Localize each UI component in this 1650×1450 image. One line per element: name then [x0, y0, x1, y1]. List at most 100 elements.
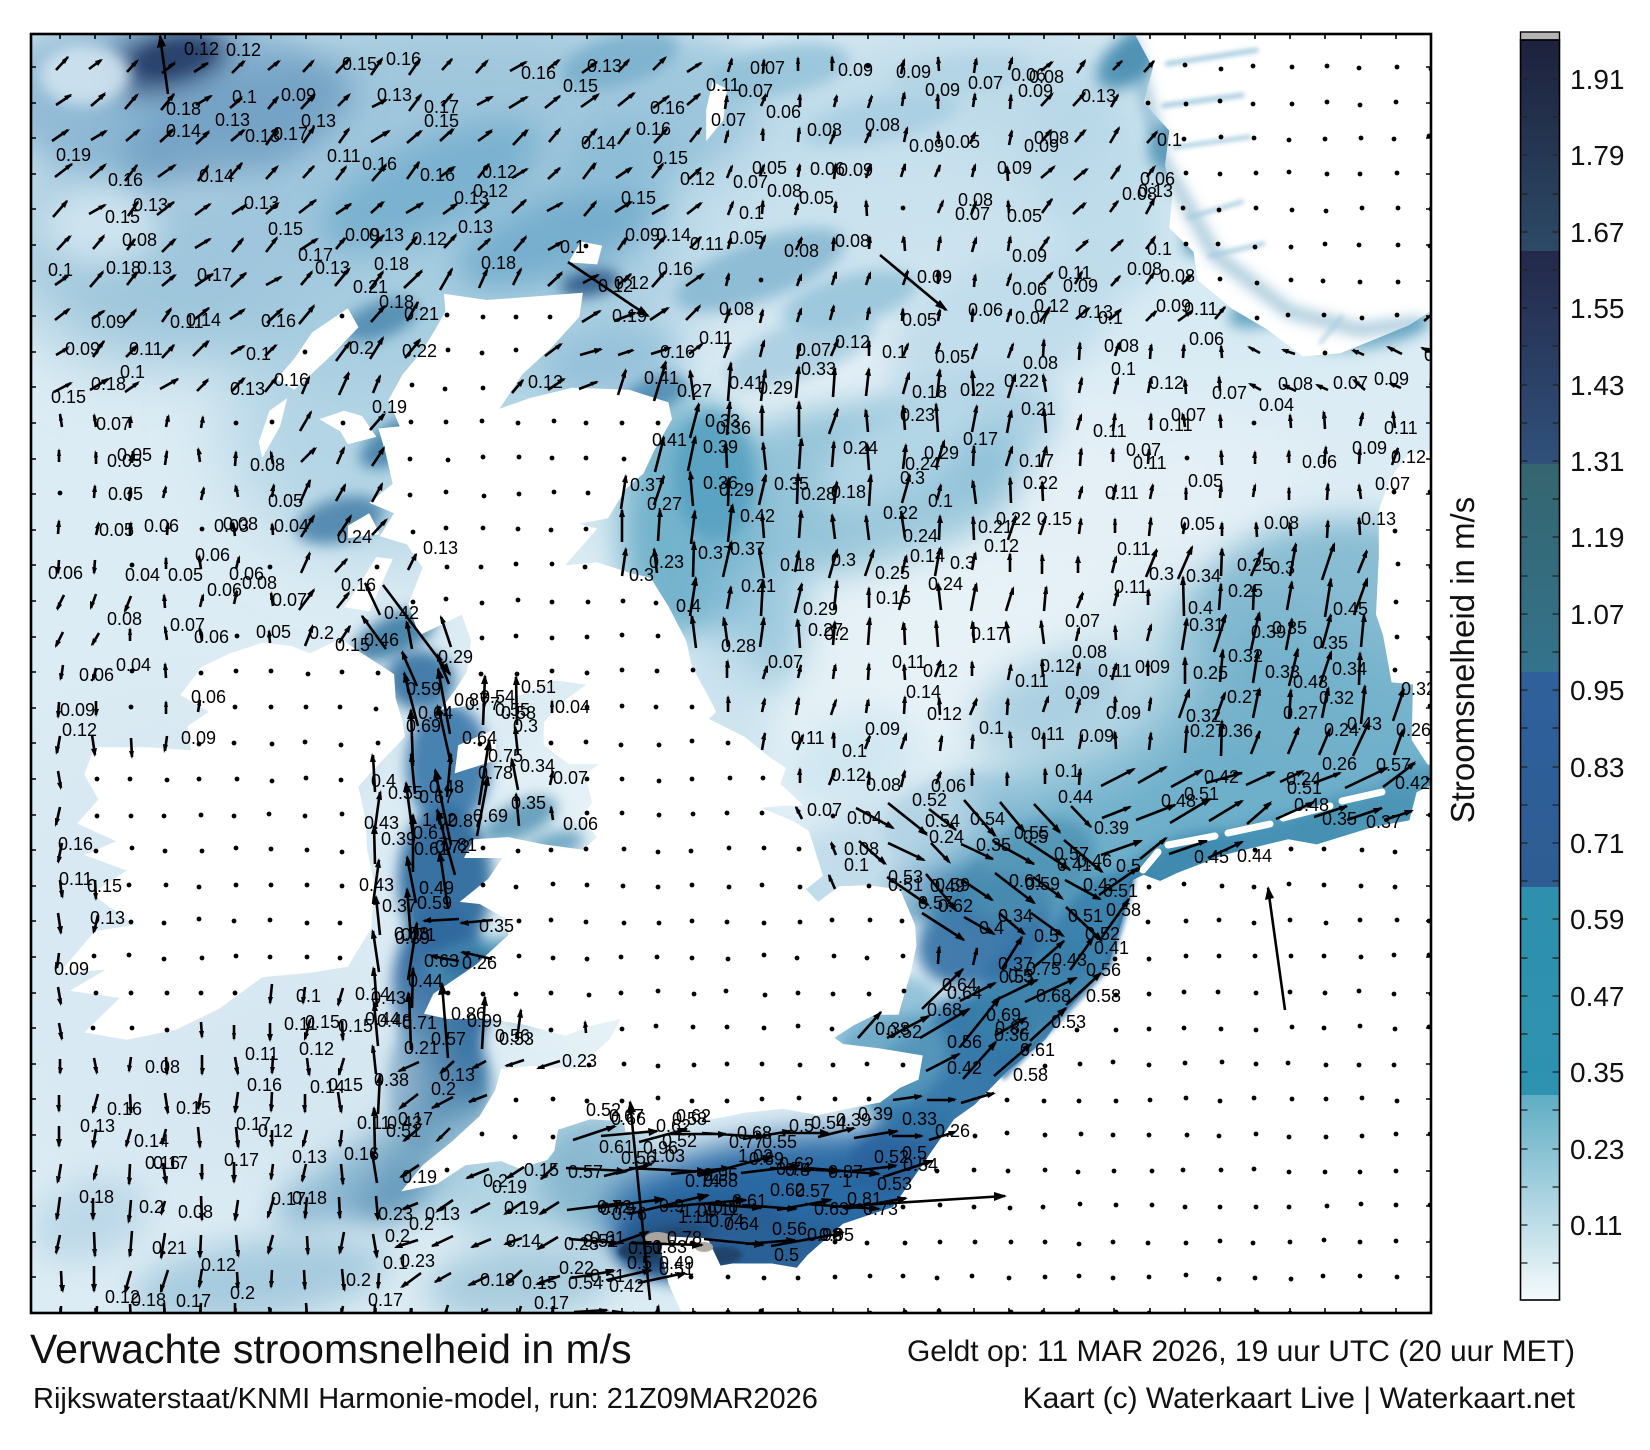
- svg-text:0.81: 0.81: [442, 835, 477, 855]
- svg-text:0.18: 0.18: [131, 1290, 166, 1310]
- svg-text:0.59: 0.59: [935, 875, 970, 895]
- svg-text:0.82: 0.82: [995, 1018, 1030, 1038]
- svg-text:0.1: 0.1: [1157, 130, 1182, 150]
- svg-text:0.25: 0.25: [875, 563, 910, 583]
- svg-text:0.11: 0.11: [327, 146, 361, 166]
- svg-text:0.17: 0.17: [368, 1290, 403, 1310]
- svg-text:0.12: 0.12: [184, 39, 219, 59]
- svg-text:0.74: 0.74: [776, 1159, 811, 1179]
- svg-text:0.09: 0.09: [838, 160, 873, 180]
- svg-text:0.58: 0.58: [394, 924, 429, 944]
- svg-text:0.08: 0.08: [866, 775, 901, 795]
- svg-text:0.5: 0.5: [1023, 827, 1048, 847]
- svg-text:0.08: 0.08: [122, 230, 157, 250]
- svg-text:0.12: 0.12: [105, 1287, 140, 1307]
- svg-text:0.22: 0.22: [960, 380, 995, 400]
- svg-text:0.59: 0.59: [1025, 874, 1060, 894]
- svg-text:0.07: 0.07: [796, 340, 831, 360]
- svg-text:0.68: 0.68: [737, 1123, 772, 1143]
- svg-text:0.49: 0.49: [930, 876, 965, 896]
- svg-text:0.26: 0.26: [462, 953, 497, 973]
- svg-text:0.1: 0.1: [120, 362, 145, 382]
- svg-text:0.43: 0.43: [359, 875, 394, 895]
- svg-text:0.12: 0.12: [927, 704, 962, 724]
- svg-text:0.39: 0.39: [703, 437, 738, 457]
- svg-text:0.59: 0.59: [417, 893, 452, 913]
- svg-text:0.41: 0.41: [652, 430, 687, 450]
- svg-text:0.3: 0.3: [629, 565, 654, 585]
- svg-text:0.2: 0.2: [349, 338, 374, 358]
- svg-text:0.21: 0.21: [1021, 399, 1056, 419]
- svg-text:0.4: 0.4: [979, 918, 1004, 938]
- svg-text:0.46: 0.46: [364, 630, 399, 650]
- svg-text:0.09: 0.09: [1018, 81, 1053, 101]
- svg-text:0.19: 0.19: [612, 306, 647, 326]
- svg-text:1.11: 1.11: [678, 1207, 712, 1227]
- svg-text:0.16: 0.16: [145, 1153, 180, 1173]
- svg-text:0.06: 0.06: [1189, 329, 1224, 349]
- svg-text:0.11: 0.11: [1133, 453, 1167, 473]
- svg-text:0.06: 0.06: [229, 564, 264, 584]
- svg-text:0.28: 0.28: [801, 484, 836, 504]
- svg-text:0.08: 0.08: [1127, 259, 1162, 279]
- svg-text:0.16: 0.16: [362, 154, 397, 174]
- svg-text:0.22: 0.22: [883, 503, 918, 523]
- svg-text:0.38: 0.38: [875, 1019, 910, 1039]
- svg-text:0.67: 0.67: [609, 1106, 644, 1126]
- svg-text:0.35: 0.35: [479, 916, 514, 936]
- svg-text:0.05: 0.05: [107, 451, 142, 471]
- svg-text:0.13: 0.13: [377, 85, 412, 105]
- svg-text:Geldt op: 11 MAR 2026, 19 uur: Geldt op: 11 MAR 2026, 19 uur UTC (20 uu…: [907, 1335, 1575, 1368]
- svg-text:0.13: 0.13: [90, 908, 125, 928]
- svg-text:0.25: 0.25: [1237, 555, 1272, 575]
- svg-text:0.06: 0.06: [766, 102, 801, 122]
- svg-text:0.09: 0.09: [925, 80, 960, 100]
- svg-text:0.2: 0.2: [409, 1214, 434, 1234]
- svg-text:0.27: 0.27: [647, 494, 682, 514]
- svg-text:0.98: 0.98: [807, 1225, 842, 1245]
- svg-text:0.51: 0.51: [888, 875, 923, 895]
- svg-text:0.45: 0.45: [1333, 599, 1368, 619]
- svg-text:0.22: 0.22: [996, 509, 1031, 529]
- svg-text:0.22: 0.22: [559, 1258, 594, 1278]
- svg-text:0.51: 0.51: [628, 1238, 663, 1258]
- svg-text:0.03: 0.03: [214, 516, 249, 536]
- svg-text:0.24: 0.24: [929, 827, 964, 847]
- svg-text:0.08: 0.08: [844, 839, 879, 859]
- svg-text:0.26: 0.26: [1396, 720, 1431, 740]
- svg-text:0.58: 0.58: [1013, 1065, 1048, 1085]
- svg-text:0.11: 0.11: [690, 234, 724, 254]
- svg-text:0.2: 0.2: [309, 623, 334, 643]
- svg-text:0.14: 0.14: [166, 121, 201, 141]
- svg-text:0.56: 0.56: [772, 1219, 807, 1239]
- svg-text:0.09: 0.09: [1135, 657, 1170, 677]
- svg-text:0.12: 0.12: [299, 1039, 334, 1059]
- svg-text:0.47: 0.47: [1570, 981, 1625, 1012]
- svg-text:0.08: 0.08: [1072, 642, 1107, 662]
- svg-text:1.79: 1.79: [1570, 140, 1625, 171]
- svg-text:1.67: 1.67: [1570, 217, 1625, 248]
- svg-text:0.11: 0.11: [245, 1044, 279, 1064]
- svg-text:0.08: 0.08: [1104, 336, 1139, 356]
- svg-text:0.9: 0.9: [659, 1196, 684, 1216]
- svg-text:0.11: 0.11: [791, 728, 825, 748]
- svg-text:0.07: 0.07: [1126, 440, 1161, 460]
- svg-text:0.17: 0.17: [176, 1291, 211, 1311]
- svg-text:0.15: 0.15: [524, 1160, 559, 1180]
- svg-text:0.1: 0.1: [296, 986, 321, 1006]
- svg-text:0.06: 0.06: [79, 665, 114, 685]
- svg-text:0.64: 0.64: [724, 1214, 759, 1234]
- svg-text:0.1: 0.1: [383, 1253, 408, 1273]
- svg-text:0.4: 0.4: [1188, 598, 1213, 618]
- svg-text:0.15: 0.15: [51, 387, 86, 407]
- svg-text:0.07: 0.07: [1424, 345, 1459, 365]
- svg-text:0.42: 0.42: [609, 1276, 644, 1296]
- svg-text:0.16: 0.16: [636, 119, 671, 139]
- svg-text:0.71: 0.71: [402, 1013, 437, 1033]
- svg-text:0.11: 0.11: [1114, 577, 1148, 597]
- svg-text:0.07: 0.07: [738, 81, 773, 101]
- svg-text:0.07: 0.07: [96, 414, 131, 434]
- svg-text:0.51: 0.51: [659, 1259, 694, 1279]
- svg-text:0.1: 0.1: [979, 718, 1004, 738]
- svg-text:0.19: 0.19: [492, 1177, 527, 1197]
